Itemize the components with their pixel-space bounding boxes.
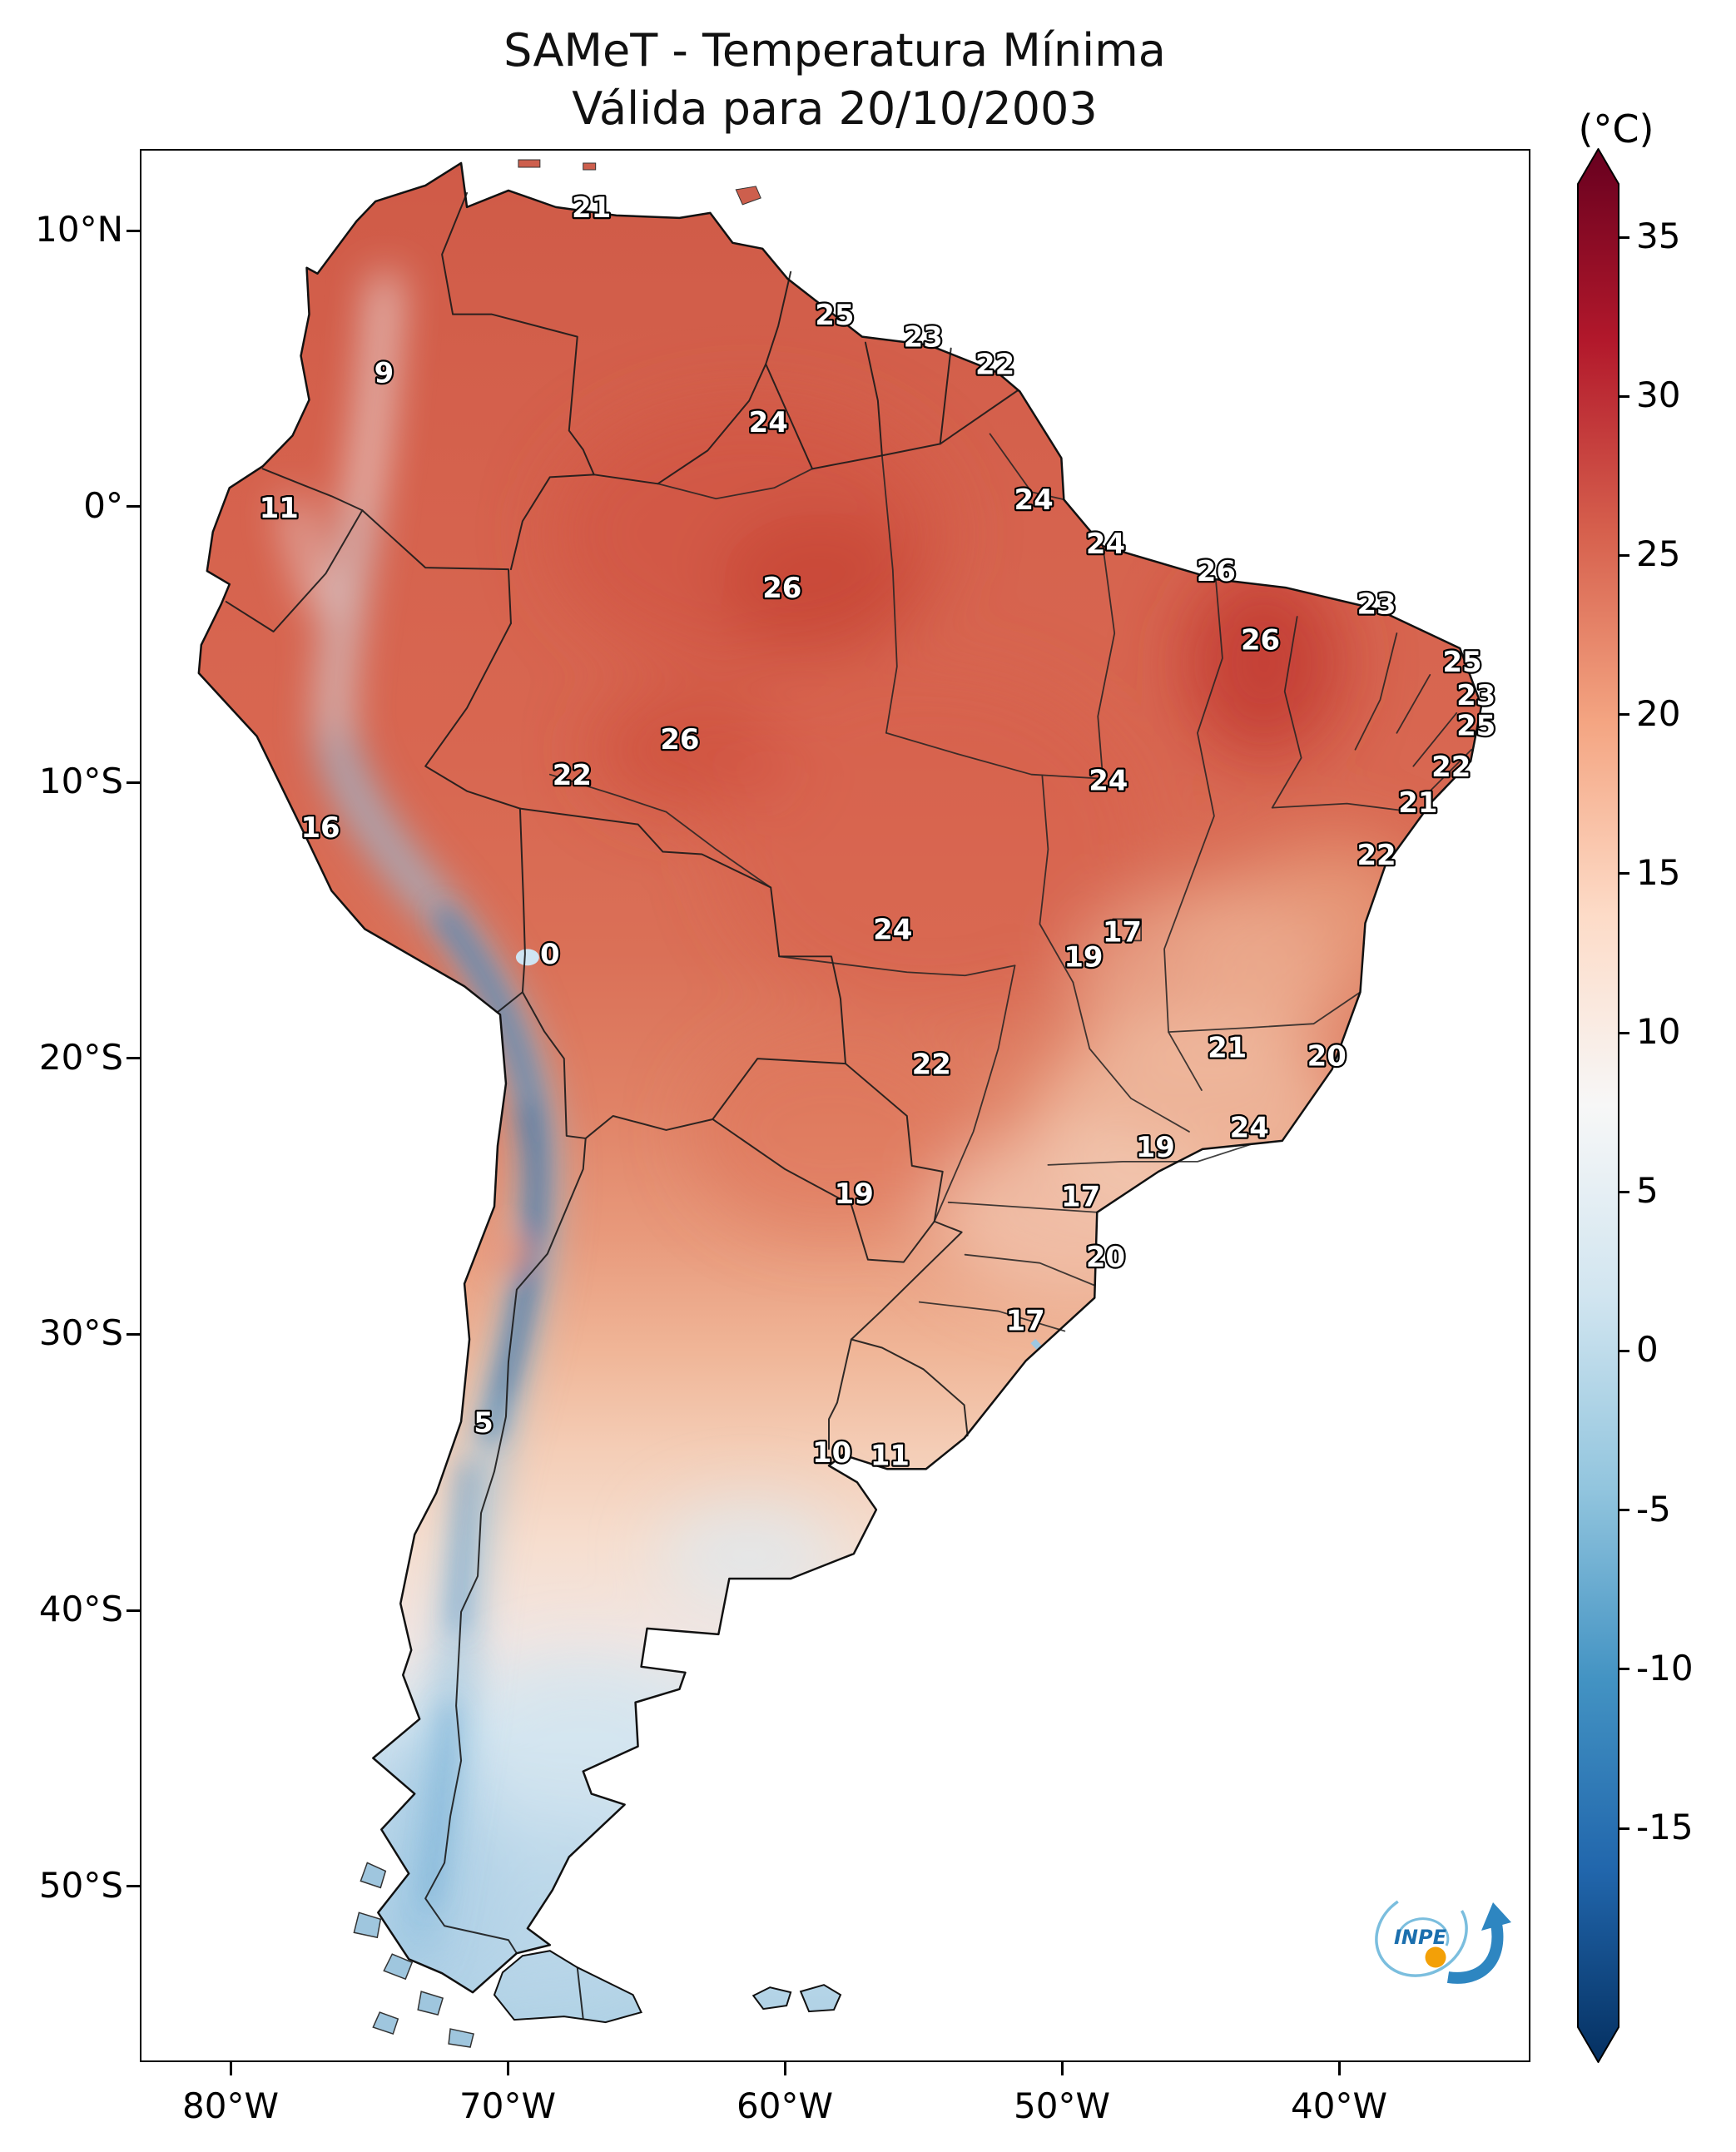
temperature-value-label: 25	[815, 299, 854, 331]
temperature-value-label: 22	[1431, 751, 1471, 783]
temperature-value-label: 26	[660, 723, 699, 756]
temperature-value-label: 21	[572, 191, 611, 224]
temperature-value-label: 10	[812, 1436, 851, 1469]
title-line1: SAMeT - Temperatura Mínima	[503, 24, 1166, 77]
temperature-value-label: 23	[1357, 588, 1396, 621]
temperature-value-label: 26	[1197, 555, 1236, 588]
temperature-value-label: 25	[1456, 709, 1495, 741]
y-tick-mark	[126, 229, 140, 232]
temperature-value-label: 19	[835, 1178, 874, 1210]
y-tick-mark	[126, 1057, 140, 1060]
y-tick-label: 10°N	[35, 209, 123, 250]
temperature-value-label: 24	[1230, 1112, 1269, 1144]
continent-coastline	[197, 161, 1483, 1994]
caribbean-islands	[518, 159, 761, 206]
temperature-value-label: 22	[1357, 839, 1396, 871]
x-tick-label: 60°W	[737, 2085, 833, 2126]
inpe-arrow	[1446, 1922, 1504, 1984]
temperature-value-label: 20	[1086, 1241, 1125, 1273]
y-tick-label: 20°S	[38, 1036, 123, 1078]
temperature-value-label: 26	[1241, 624, 1280, 657]
x-tick-mark	[1060, 2062, 1064, 2075]
y-tick-label: 10°S	[38, 761, 123, 802]
y-tick-mark	[126, 781, 140, 784]
x-tick-label: 50°W	[1014, 2085, 1110, 2126]
y-tick-label: 0°	[83, 484, 123, 526]
y-tick-mark	[126, 1885, 140, 1888]
colorbar-gradient	[1577, 148, 1619, 2063]
inpe-logo-swirl	[1375, 1891, 1468, 1977]
falkland-islands	[751, 1984, 842, 2013]
inpe-logo-inner-swirl	[1396, 1917, 1450, 1946]
temperature-value-label: 23	[904, 321, 943, 354]
temperature-value-label: 17	[1006, 1304, 1045, 1336]
inpe-logo: INPE	[1375, 1891, 1511, 1984]
fjord-islands	[353, 1862, 474, 2048]
x-tick-label: 70°W	[459, 2085, 556, 2126]
temperature-value-label: 24	[873, 913, 912, 945]
temperature-value-label: 26	[762, 572, 801, 604]
temperature-value-label: 17	[1103, 916, 1142, 949]
y-tick-label: 50°S	[38, 1864, 123, 1906]
inpe-logo-text: INPE	[1394, 1926, 1447, 1949]
inpe-orange-dot	[1425, 1946, 1446, 1968]
x-tick-mark	[783, 2062, 786, 2075]
temperature-value-label: 5	[474, 1406, 494, 1439]
inpe-arrow-head	[1481, 1902, 1511, 1931]
figure-title: SAMeT - Temperatura Mínima Válida para 2…	[0, 22, 1669, 138]
temperature-value-label: 11	[870, 1440, 910, 1472]
tierra-del-fuego	[493, 1950, 642, 2024]
temperature-value-label: 25	[1442, 646, 1481, 678]
temperature-value-label: 23	[1456, 679, 1495, 712]
colorbar	[1577, 148, 1619, 2063]
temperature-value-label: 21	[1398, 786, 1437, 819]
y-tick-mark	[126, 1609, 140, 1612]
lake-titicaca	[515, 949, 539, 966]
y-tick-mark	[126, 505, 140, 508]
temperature-value-label: 22	[912, 1048, 951, 1080]
temperature-value-label: 19	[1136, 1131, 1175, 1163]
temperature-value-label: 22	[553, 759, 592, 791]
x-tick-label: 80°W	[182, 2085, 279, 2126]
temperature-value-label: 11	[260, 492, 299, 524]
temperature-value-label: 16	[300, 811, 340, 844]
temperature-value-label: 24	[1014, 483, 1054, 516]
temperature-value-label: 19	[1064, 940, 1103, 973]
temperature-value-label: 20	[1307, 1040, 1347, 1073]
title-line2: Válida para 20/10/2003	[572, 82, 1098, 135]
map-plot-area: 21 25 23 22 9 24 11 24 24 26 26 23 26 25 23 25 26 22 22 24 2…	[140, 149, 1530, 2062]
temperature-value-label: 24	[749, 406, 788, 439]
temperature-value-label: 0	[540, 938, 560, 970]
temperature-value-label: 24	[1089, 765, 1128, 797]
temperature-value-label: 21	[1208, 1032, 1247, 1064]
x-tick-label: 40°W	[1291, 2085, 1387, 2126]
y-tick-label: 40°S	[38, 1589, 123, 1629]
temperature-value-label: 17	[1061, 1180, 1100, 1212]
temperature-field	[198, 162, 1482, 2023]
x-tick-mark	[229, 2062, 232, 2075]
temperature-value-label: 9	[374, 357, 394, 389]
temperature-value-label: 24	[1086, 528, 1125, 560]
temperature-value-label: 22	[975, 349, 1014, 381]
x-tick-mark	[1337, 2062, 1341, 2075]
colorbar-unit-label: (°C)	[1578, 107, 1654, 151]
x-tick-mark	[506, 2062, 509, 2075]
state-borders	[548, 433, 1473, 1332]
y-tick-mark	[126, 1332, 140, 1336]
y-tick-label: 30°S	[38, 1312, 123, 1354]
